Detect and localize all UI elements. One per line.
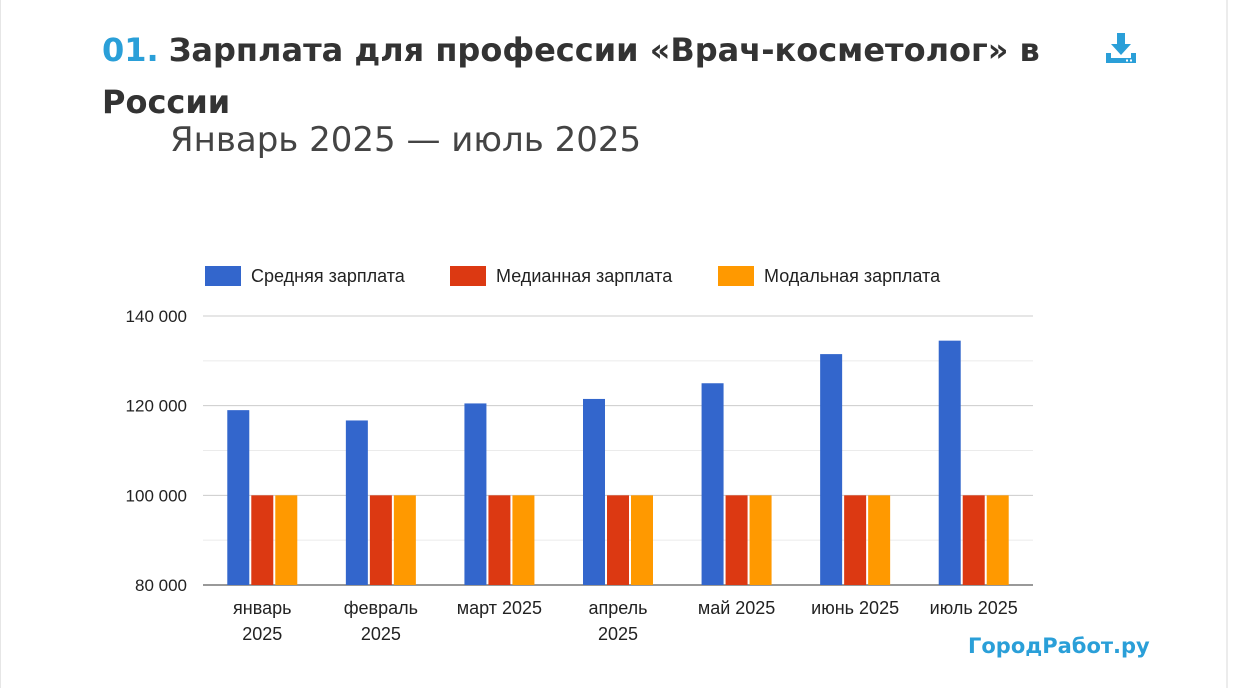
- x-tick-label: март 2025: [457, 598, 542, 618]
- bar: [868, 495, 891, 585]
- legend-swatch: [718, 266, 754, 286]
- legend-swatch: [205, 266, 241, 286]
- bar: [251, 495, 274, 585]
- x-tick-label: 2025: [598, 624, 638, 644]
- bar: [227, 410, 250, 585]
- y-tick-label: 100 000: [126, 486, 187, 505]
- x-tick-label: май 2025: [698, 598, 775, 618]
- x-tick-label: февраль: [344, 598, 418, 618]
- bar: [607, 495, 629, 585]
- x-tick-label: июнь 2025: [811, 598, 899, 618]
- bar: [938, 340, 961, 585]
- frame-right-border: [1226, 0, 1228, 688]
- brand-logo: ГородРабот.ру: [968, 634, 1150, 658]
- bar: [820, 354, 843, 585]
- bar: [725, 495, 748, 585]
- legend-label: Медианная зарплата: [496, 266, 673, 286]
- legend-swatch: [450, 266, 486, 286]
- chart-number: 01.: [102, 31, 159, 69]
- bar: [275, 495, 298, 585]
- bar: [583, 398, 605, 585]
- bar: [844, 495, 867, 585]
- bar: [369, 495, 392, 585]
- bar: [464, 403, 487, 585]
- legend-label: Средняя зарплата: [251, 266, 406, 286]
- bar: [962, 495, 985, 585]
- legend-label: Модальная зарплата: [764, 266, 941, 286]
- x-tick-label: 2025: [242, 624, 282, 644]
- bar: [631, 495, 653, 585]
- x-tick-label: 2025: [361, 624, 401, 644]
- bar: [749, 495, 772, 585]
- bar: [512, 495, 535, 585]
- chart-title: 01. Зарплата для профессии «Врач-косметол…: [102, 24, 1082, 128]
- x-tick-label: январь: [233, 598, 291, 618]
- bar: [345, 420, 368, 585]
- x-tick-label: апрель: [588, 598, 647, 618]
- x-tick-label: июль 2025: [930, 598, 1018, 618]
- bar: [986, 495, 1009, 585]
- frame-left-border: [0, 0, 1, 688]
- chart-title-text: Зарплата для профессии «Врач-косметолог»…: [102, 31, 1040, 121]
- y-tick-label: 80 000: [135, 576, 187, 595]
- download-icon[interactable]: [1104, 31, 1138, 65]
- y-tick-label: 120 000: [126, 397, 187, 416]
- bar: [393, 495, 416, 585]
- y-tick-label: 140 000: [126, 307, 187, 326]
- chart-subtitle: Январь 2025 — июль 2025: [170, 120, 642, 160]
- bar: [488, 495, 511, 585]
- bar: [701, 383, 724, 585]
